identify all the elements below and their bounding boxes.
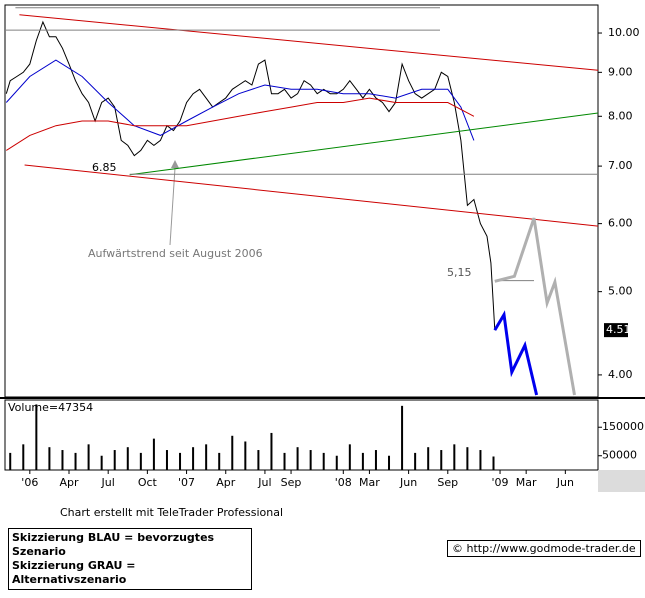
- y-tick-label: 4.00: [608, 368, 633, 381]
- arrow-head: [171, 160, 179, 168]
- volume-bar: [126, 447, 129, 470]
- volume-bar: [309, 450, 312, 470]
- volume-bar: [61, 450, 64, 470]
- legend-box: Skizzierung BLAU = bevorzugtes Szenario …: [8, 528, 252, 590]
- volume-bar: [427, 447, 430, 470]
- volume-bar: [361, 452, 364, 470]
- volume-bar: [165, 450, 168, 470]
- volume-frame: [4, 399, 599, 471]
- legend-line: Skizzierung GRAU = Alternativszenario: [12, 559, 136, 586]
- y-tick-label: 10.00: [608, 26, 640, 39]
- volume-bar: [374, 450, 377, 470]
- x-tick-label: '07: [178, 476, 195, 489]
- volume-bar: [257, 450, 260, 470]
- y-tick-label: 50000: [602, 449, 637, 462]
- x-tick-label: Mar: [359, 476, 380, 489]
- volume-bar: [335, 455, 338, 470]
- volume-bar: [322, 452, 325, 470]
- series-line: [494, 217, 576, 396]
- annotation-arrow: [169, 167, 176, 246]
- x-tick-label: '09: [492, 476, 509, 489]
- volume-bar: [453, 444, 456, 470]
- y-tick-label: 7.00: [608, 159, 633, 172]
- x-tick-label: Sep: [281, 476, 302, 489]
- x-tick-label: Apr: [216, 476, 236, 489]
- volume-bar: [479, 450, 482, 470]
- legend-line: Skizzierung BLAU = bevorzugtes Szenario: [12, 531, 215, 558]
- credit: Chart erstellt mit TeleTrader Profession…: [60, 506, 284, 519]
- volume-bar: [113, 450, 116, 470]
- volume-title: Volume=47354: [8, 401, 93, 414]
- volume-bar: [440, 450, 443, 470]
- volume-bar: [270, 432, 273, 470]
- chart: 4.00 5.00 6.00 7.00 8.00 9.00 10.00 4.51 6.85 5,1…: [0, 4, 645, 492]
- volume-bar: [218, 452, 221, 470]
- series-line: [5, 59, 475, 141]
- y-tick-label: 5.00: [608, 285, 633, 298]
- volume-bar: [388, 455, 391, 470]
- x-tick-label: Jul: [257, 476, 271, 489]
- series-line: [6, 97, 475, 151]
- volume-bar: [100, 455, 103, 470]
- volume-bar: [139, 452, 142, 470]
- volume-bar: [22, 444, 25, 470]
- volume-bar: [231, 435, 234, 470]
- y-tick-label: 9.00: [608, 65, 633, 78]
- volume-bar: [492, 456, 495, 470]
- y-tick-label: 150000: [602, 420, 644, 433]
- series-line: [129, 112, 599, 176]
- volume-bar: [414, 452, 417, 470]
- y-tick-label: 8.00: [608, 109, 633, 122]
- annotation: 6.85: [92, 161, 117, 174]
- x-tick-label: Jul: [101, 476, 115, 489]
- volume-bar: [74, 452, 77, 470]
- volume-bar: [466, 447, 469, 470]
- volume-bar: [296, 447, 299, 470]
- volume-bar: [48, 447, 51, 470]
- volume-bar: [205, 444, 208, 470]
- volume-bar: [179, 452, 182, 470]
- x-tick-label: Jun: [399, 476, 417, 489]
- volume-bar: [348, 444, 351, 470]
- volume-bar: [283, 452, 286, 470]
- volume-bar: [244, 441, 247, 470]
- corner: [598, 470, 645, 492]
- x-tick-label: Sep: [437, 476, 458, 489]
- source: © http://www.godmode-trader.de: [447, 540, 641, 557]
- volume-bar: [9, 452, 12, 470]
- x-tick-label: Jun: [556, 476, 574, 489]
- annotation: Aufwärtstrend seit August 2006: [88, 247, 263, 260]
- price-frame: [4, 4, 599, 398]
- x-tick-label: Mar: [516, 476, 537, 489]
- volume-bar: [152, 438, 155, 470]
- x-tick-label: '06: [21, 476, 38, 489]
- current-value: 4.51: [606, 323, 631, 336]
- volume-bar: [35, 404, 38, 470]
- annotation: 5,15: [447, 266, 472, 279]
- volume-bar: [401, 405, 404, 470]
- x-tick-label: Apr: [59, 476, 79, 489]
- x-tick-label: '08: [335, 476, 352, 489]
- series-line: [24, 164, 599, 227]
- volume-bar: [87, 444, 90, 470]
- x-tick-label: Oct: [138, 476, 158, 489]
- series-line: [493, 310, 539, 396]
- series-line: [19, 14, 599, 71]
- series-line: [5, 20, 496, 331]
- y-tick-label: 6.00: [608, 217, 633, 230]
- current-value-box: [604, 323, 628, 338]
- volume-bar: [192, 447, 195, 470]
